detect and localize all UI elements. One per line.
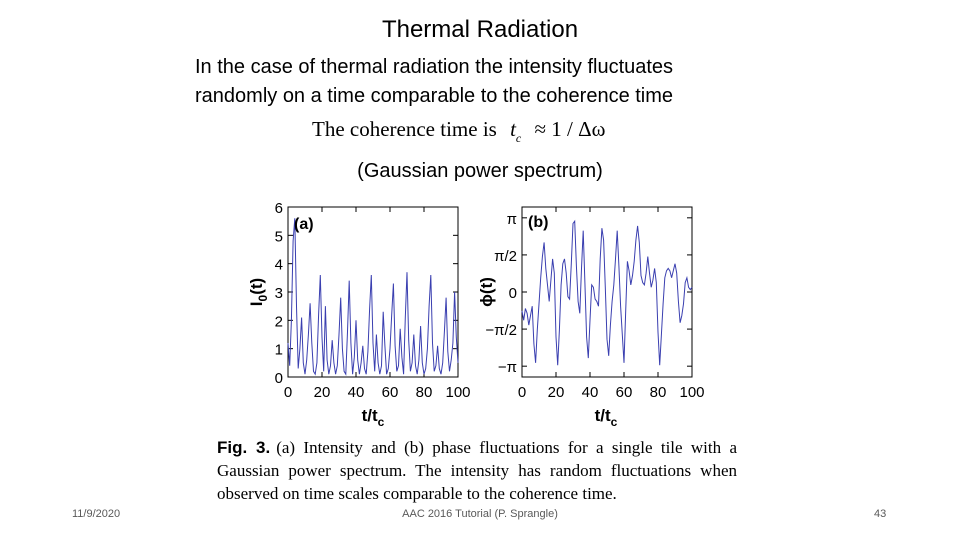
y-tick-label: 0 <box>509 285 517 302</box>
slide-number: 43 <box>874 508 887 520</box>
footer-title: AAC 2016 Tutorial (P. Sprangle) <box>402 508 558 520</box>
y-tick-label: −π <box>498 359 517 376</box>
y-tick-label: 1 <box>275 342 283 359</box>
caption-label: Fig. 3. <box>217 438 271 457</box>
footer-date: 11/9/2020 <box>72 508 121 520</box>
y-tick-label: π/2 <box>494 248 517 265</box>
x-axis-label-b: t/tc <box>595 406 618 429</box>
y-tick-label: 0 <box>275 370 283 387</box>
figure-caption: Fig. 3. (a) Intensity and (b) phase fluct… <box>217 436 737 505</box>
intensity-plot: 0 1 2 3 4 5 6 0 20 40 60 80 100 (a) t/tc I0(t) <box>247 200 471 429</box>
x-tick-label: 40 <box>348 384 365 401</box>
panel-label-b: (b) <box>528 214 548 231</box>
y-tick-label: 6 <box>275 200 283 217</box>
x-tick-label: 100 <box>445 384 470 401</box>
x-tick-label: 0 <box>284 384 292 401</box>
x-tick-label: 20 <box>548 384 565 401</box>
y-axis-label-a: I0(t) <box>247 278 270 306</box>
x-tick-label: 60 <box>616 384 633 401</box>
caption-text: (a) Intensity and (b) phase fluctuations… <box>217 438 737 503</box>
phase-plot: −π −π/2 0 π/2 π 0 20 40 60 80 100 (b) t/tc ϕ(t) <box>477 206 705 429</box>
intensity-series <box>287 218 459 376</box>
phase-series <box>521 219 693 366</box>
formula-subscript: c <box>515 131 522 145</box>
formula-relation: ≈ 1 / Δω <box>534 117 606 141</box>
slide-title: Thermal Radiation <box>381 16 579 43</box>
x-tick-label: 80 <box>650 384 667 401</box>
x-tick-label: 60 <box>382 384 399 401</box>
panel-label-a: (a) <box>294 216 314 233</box>
plot-frame-b <box>521 206 693 378</box>
x-tick-label: 100 <box>679 384 704 401</box>
y-tick-label: 4 <box>275 257 283 274</box>
x-tick-label: 20 <box>314 384 331 401</box>
y-tick-label: π <box>507 211 517 228</box>
formula-prefix: The coherence time is <box>312 117 497 141</box>
intro-line-1: In the case of thermal radiation the int… <box>195 56 674 78</box>
x-tick-label: 0 <box>518 384 526 401</box>
coherence-formula: The coherence time is tc ≈ 1 / Δω <box>312 117 606 145</box>
x-tick-label: 40 <box>582 384 599 401</box>
y-tick-label: 2 <box>275 313 283 330</box>
x-tick-label: 80 <box>416 384 433 401</box>
spectrum-note: (Gaussian power spectrum) <box>357 160 603 182</box>
y-tick-label: 3 <box>275 285 283 302</box>
y-tick-label: −π/2 <box>485 322 517 339</box>
intro-line-2: randomly on a time comparable to the coh… <box>195 85 674 107</box>
y-tick-label: 5 <box>275 228 283 245</box>
formula-symbol: t <box>510 117 516 141</box>
y-axis-label-b: ϕ(t) <box>477 277 496 307</box>
x-axis-label-a: t/tc <box>362 406 385 429</box>
